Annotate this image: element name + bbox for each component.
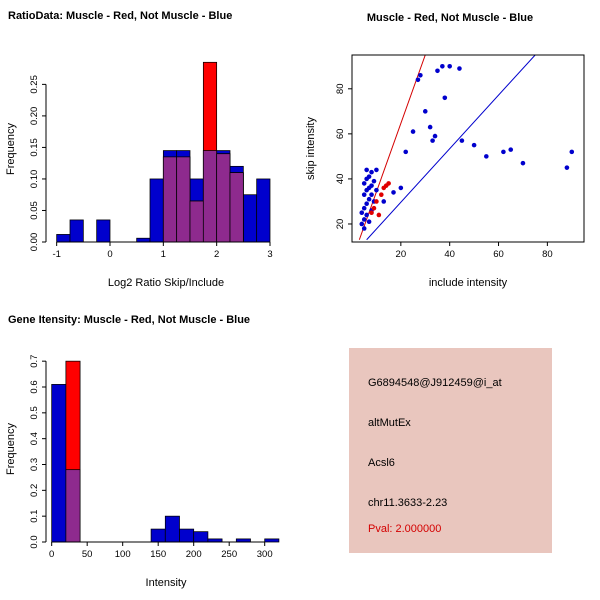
svg-text:20: 20: [396, 249, 407, 260]
svg-text:0.20: 0.20: [29, 107, 40, 126]
svg-text:skip intensity: skip intensity: [305, 117, 317, 180]
svg-text:0.10: 0.10: [29, 170, 40, 189]
svg-text:150: 150: [150, 549, 166, 560]
svg-text:0.6: 0.6: [29, 380, 40, 393]
svg-text:0.1: 0.1: [29, 510, 40, 523]
svg-text:0.4: 0.4: [29, 432, 40, 445]
svg-text:300: 300: [257, 549, 273, 560]
ratio-histogram-chart: -1 0 1 2 3 0.00 0.05 0.10 0.15 0.20 0.25 Log2 Ratio…: [5, 61, 273, 289]
gene-intensity-histogram-chart: 0 50 100 150 200 250 300 0.0 0.1 0.2 0.3 0.4 0.5 0.6 0…: [5, 355, 280, 589]
svg-text:60: 60: [493, 249, 504, 260]
gene-info-panel: G6894548@J912459@i_at altMutEx Acsl6 chr…: [349, 348, 552, 553]
svg-text:0.0: 0.0: [29, 535, 40, 548]
svg-text:Frequency: Frequency: [5, 423, 17, 475]
svg-text:0.2: 0.2: [29, 484, 40, 497]
svg-text:100: 100: [115, 549, 131, 560]
svg-text:0.3: 0.3: [29, 458, 40, 471]
ratio-histogram-title: RatioData: Muscle - Red, Not Muscle - Bl…: [8, 10, 233, 22]
svg-text:0.7: 0.7: [29, 355, 40, 368]
svg-text:Log2 Ratio Skip/Include: Log2 Ratio Skip/Include: [108, 277, 224, 289]
svg-text:0.5: 0.5: [29, 406, 40, 419]
chromosome-location-label: chr11.3633-2.23: [368, 497, 448, 509]
svg-text:250: 250: [221, 549, 237, 560]
svg-text:50: 50: [82, 549, 93, 560]
svg-text:60: 60: [335, 129, 346, 140]
svg-text:1: 1: [161, 249, 166, 260]
svg-text:0: 0: [107, 249, 112, 260]
svg-text:Intensity: Intensity: [146, 577, 187, 589]
scatter-plot-title: Muscle - Red, Not Muscle - Blue: [366, 12, 534, 24]
gene-intensity-histogram-title: Gene Itensity: Muscle - Red, Not Muscle …: [8, 314, 251, 326]
svg-text:80: 80: [335, 84, 346, 95]
svg-text:20: 20: [335, 219, 346, 230]
svg-text:200: 200: [186, 549, 202, 560]
svg-text:include intensity: include intensity: [429, 277, 508, 289]
svg-text:Frequency: Frequency: [5, 123, 17, 175]
svg-text:40: 40: [444, 249, 455, 260]
svg-text:2: 2: [214, 249, 219, 260]
event-type-label: altMutEx: [368, 417, 411, 429]
gene-name-label: Acsl6: [368, 457, 395, 469]
svg-text:-1: -1: [52, 249, 60, 260]
svg-text:0.15: 0.15: [29, 138, 40, 157]
pvalue-label: Pval: 2.000000: [368, 523, 442, 535]
skip-include-scatter-chart: 20 40 60 80 20 40 60 80 include intensity skip in…: [305, 54, 585, 289]
svg-text:0.00: 0.00: [29, 233, 40, 252]
svg-text:40: 40: [335, 174, 346, 185]
probe-id-label: G6894548@J912459@i_at: [368, 377, 502, 389]
svg-text:80: 80: [542, 249, 553, 260]
svg-text:3: 3: [267, 249, 272, 260]
svg-text:0: 0: [49, 549, 54, 560]
svg-text:0.05: 0.05: [29, 201, 40, 220]
svg-text:0.25: 0.25: [29, 75, 40, 94]
